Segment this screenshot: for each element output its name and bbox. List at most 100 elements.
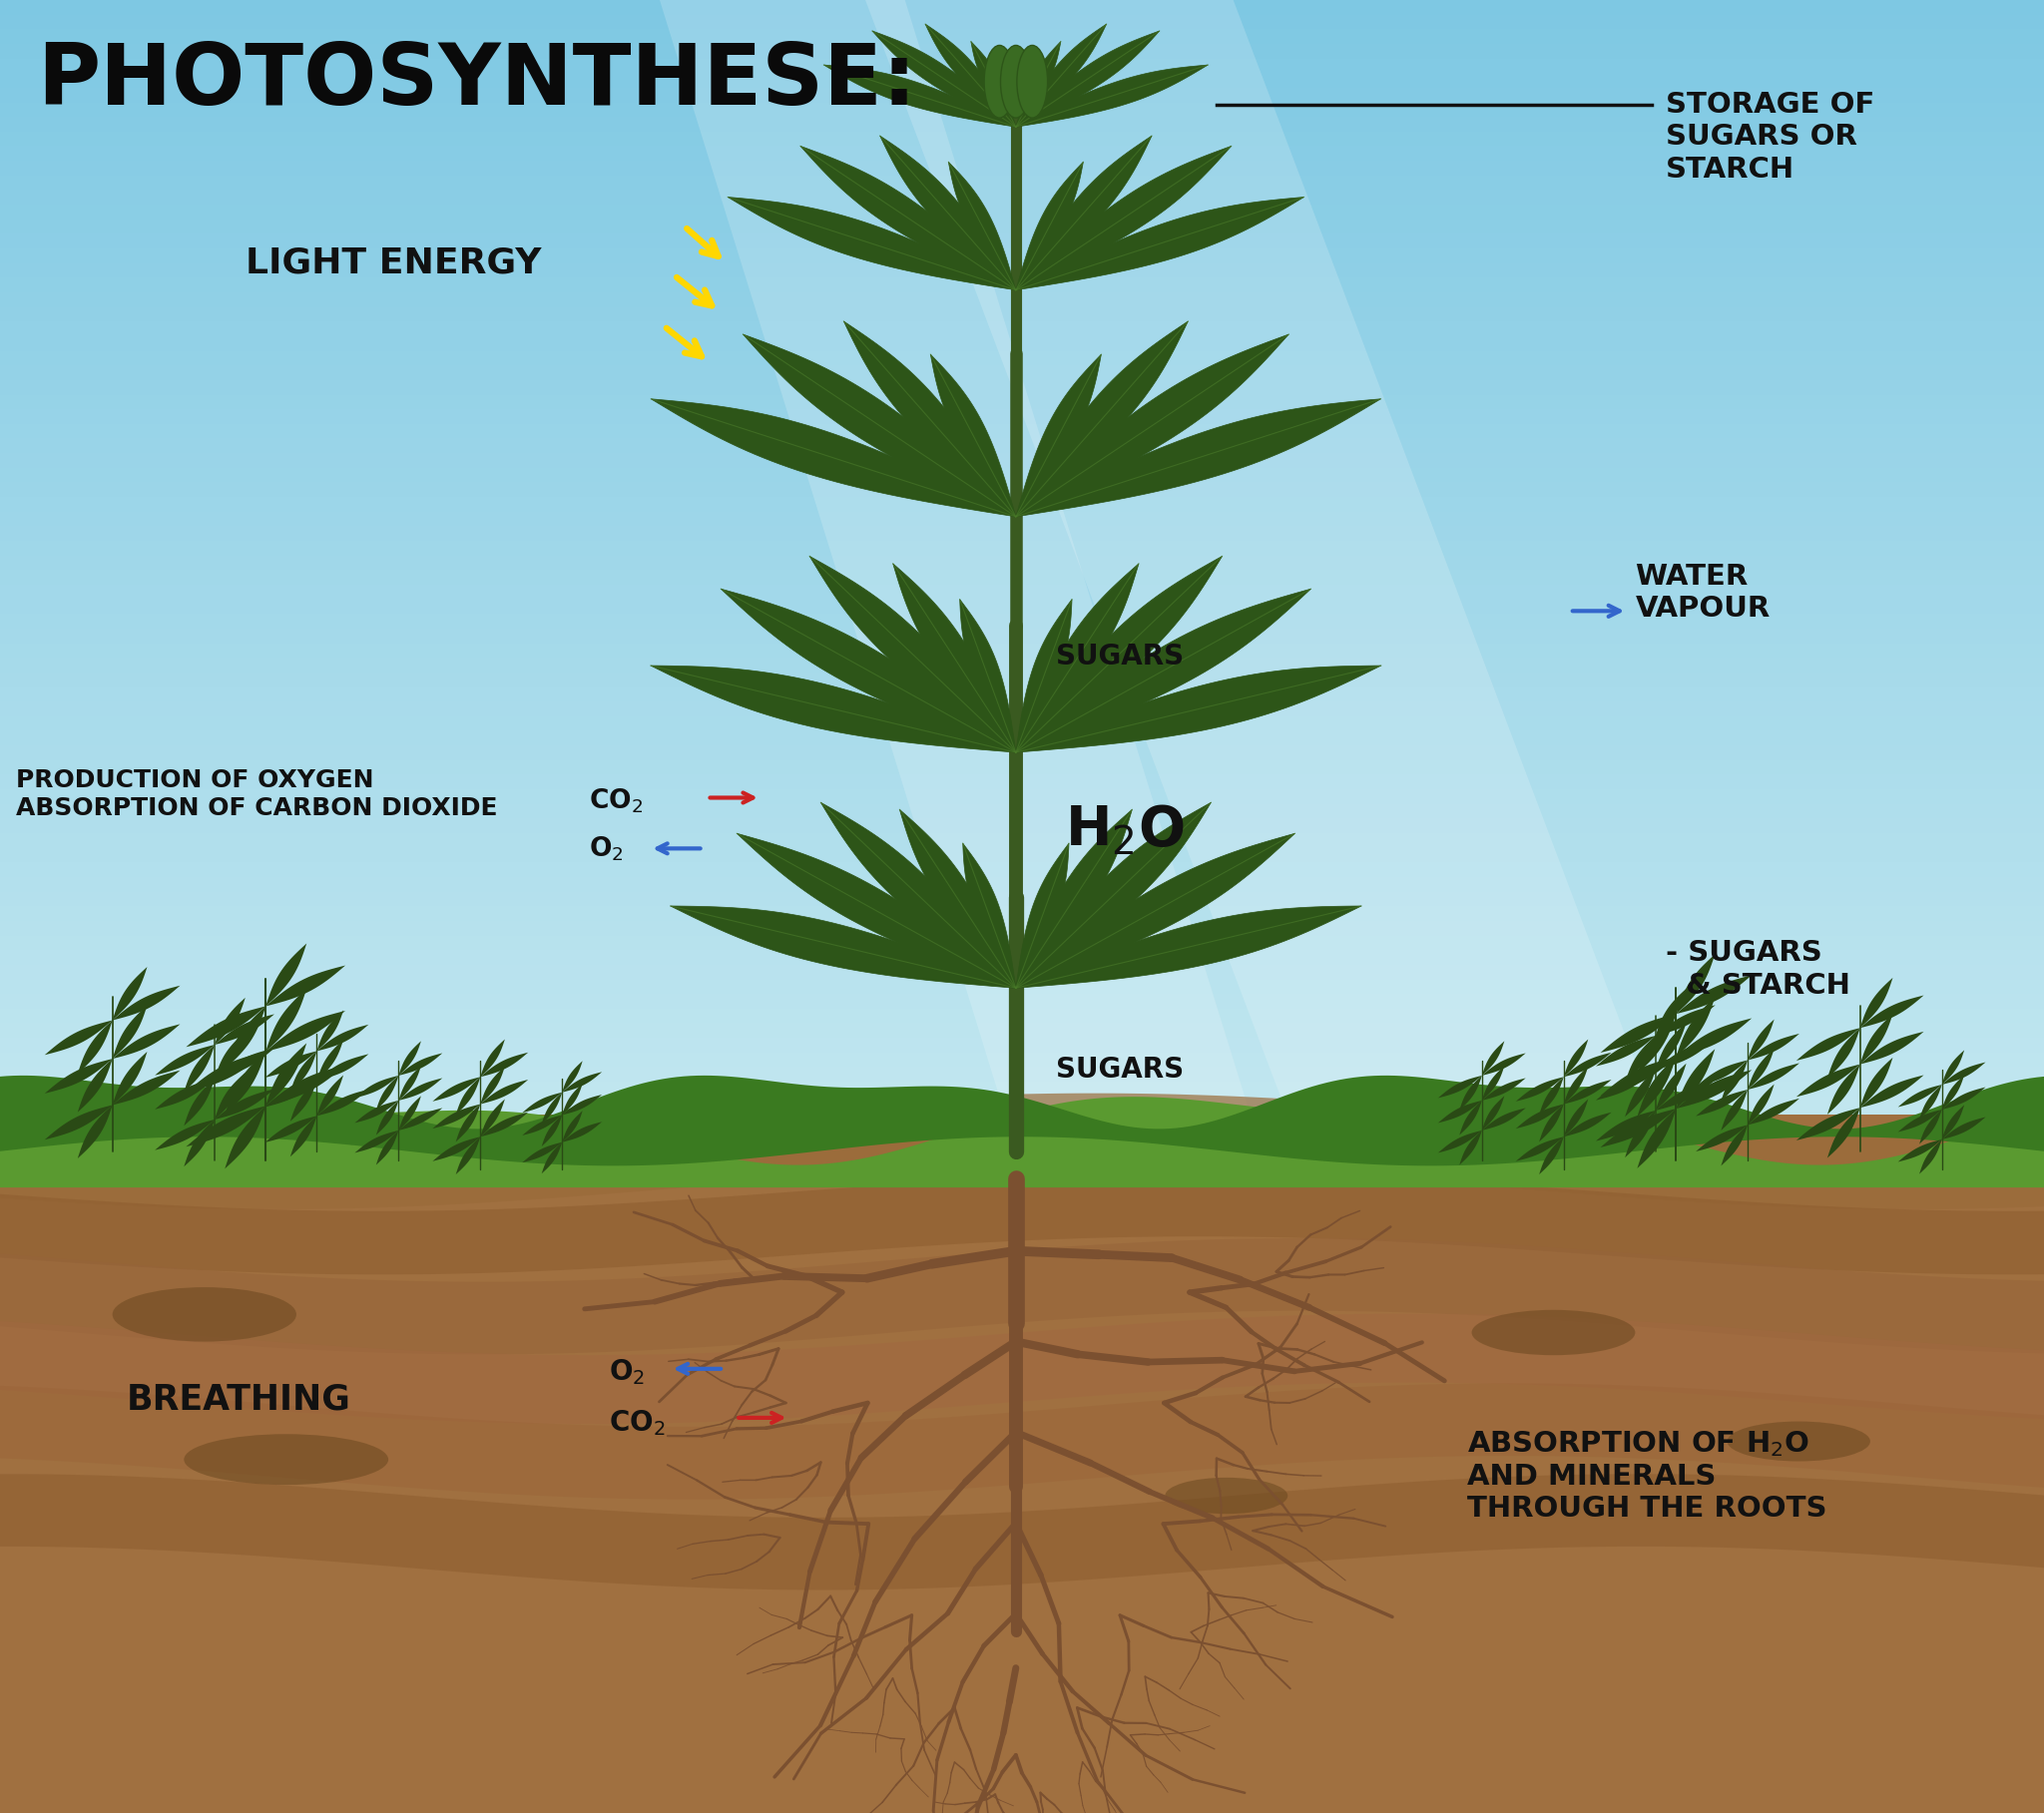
Polygon shape — [112, 986, 180, 1021]
Polygon shape — [1942, 1075, 1964, 1110]
Text: O$_2$: O$_2$ — [589, 834, 623, 863]
Polygon shape — [215, 1073, 245, 1119]
Polygon shape — [0, 1238, 2044, 1354]
Ellipse shape — [1165, 1478, 1288, 1514]
Polygon shape — [1016, 65, 1208, 127]
Polygon shape — [1596, 1035, 1656, 1066]
Polygon shape — [0, 1383, 2044, 1499]
Polygon shape — [317, 1024, 368, 1052]
Text: O$_2$: O$_2$ — [609, 1358, 646, 1387]
Polygon shape — [650, 399, 1016, 517]
Polygon shape — [1564, 1039, 1588, 1077]
Polygon shape — [399, 1108, 442, 1131]
Polygon shape — [0, 1173, 2044, 1275]
Polygon shape — [654, 0, 1267, 1169]
Polygon shape — [0, 1474, 2044, 1590]
Polygon shape — [317, 1075, 343, 1115]
Polygon shape — [1748, 1062, 1799, 1090]
Polygon shape — [317, 1053, 368, 1081]
Polygon shape — [822, 803, 1016, 988]
Polygon shape — [809, 557, 1016, 752]
Polygon shape — [1016, 557, 1222, 752]
Text: PRODUCTION OF OXYGEN
ABSORPTION OF CARBON DIOXIDE: PRODUCTION OF OXYGEN ABSORPTION OF CARBO… — [16, 769, 499, 819]
Polygon shape — [1539, 1077, 1564, 1115]
Polygon shape — [1899, 1084, 1942, 1108]
Text: BREATHING: BREATHING — [127, 1383, 352, 1416]
Polygon shape — [456, 1077, 480, 1115]
Polygon shape — [225, 1106, 266, 1169]
Text: SUGARS: SUGARS — [1057, 1055, 1183, 1084]
Polygon shape — [1600, 1057, 1676, 1095]
Polygon shape — [1637, 1057, 1676, 1117]
Polygon shape — [155, 1119, 215, 1149]
Polygon shape — [0, 1314, 2044, 1423]
Polygon shape — [1016, 665, 1382, 752]
Polygon shape — [290, 1081, 317, 1122]
Polygon shape — [1748, 1033, 1799, 1061]
Polygon shape — [480, 1081, 527, 1104]
Polygon shape — [356, 1075, 399, 1099]
Polygon shape — [356, 1100, 399, 1122]
Polygon shape — [1596, 1110, 1656, 1140]
Polygon shape — [215, 997, 245, 1044]
Polygon shape — [562, 1084, 583, 1115]
Text: SUGARS: SUGARS — [1057, 642, 1183, 671]
Polygon shape — [433, 1077, 480, 1102]
Polygon shape — [1942, 1088, 1985, 1110]
Polygon shape — [1827, 1064, 1860, 1115]
Polygon shape — [186, 1052, 266, 1091]
Polygon shape — [78, 1021, 112, 1073]
Polygon shape — [899, 809, 1016, 988]
Polygon shape — [542, 1115, 562, 1146]
Polygon shape — [376, 1075, 399, 1110]
Polygon shape — [1697, 1090, 1748, 1117]
Polygon shape — [1827, 1028, 1860, 1079]
Polygon shape — [1797, 1064, 1860, 1097]
Polygon shape — [1656, 1081, 1715, 1110]
Polygon shape — [1564, 1099, 1588, 1137]
Polygon shape — [399, 1041, 421, 1075]
Polygon shape — [1016, 147, 1230, 290]
Polygon shape — [1942, 1062, 1985, 1084]
Polygon shape — [1721, 1061, 1748, 1100]
Text: - SUGARS
  & STARCH: - SUGARS & STARCH — [1666, 939, 1850, 999]
Polygon shape — [961, 600, 1016, 752]
Polygon shape — [1600, 1013, 1676, 1053]
Polygon shape — [1016, 321, 1188, 517]
Polygon shape — [1656, 1004, 1715, 1035]
Polygon shape — [266, 1081, 317, 1108]
Polygon shape — [1016, 161, 1083, 290]
Polygon shape — [290, 1115, 317, 1157]
Polygon shape — [1016, 24, 1106, 127]
Polygon shape — [1517, 1137, 1564, 1162]
Polygon shape — [1697, 1061, 1748, 1086]
Polygon shape — [317, 1039, 343, 1081]
Polygon shape — [78, 1104, 112, 1159]
Polygon shape — [376, 1100, 399, 1135]
Polygon shape — [1517, 1077, 1564, 1102]
Polygon shape — [562, 1111, 583, 1142]
Polygon shape — [1942, 1050, 1964, 1084]
Polygon shape — [215, 1013, 274, 1044]
Polygon shape — [1439, 1075, 1482, 1099]
Polygon shape — [1860, 977, 1893, 1028]
Polygon shape — [456, 1104, 480, 1142]
Text: PHOTOSYNTHESE:: PHOTOSYNTHESE: — [37, 40, 916, 123]
Polygon shape — [1637, 1110, 1676, 1168]
Polygon shape — [1656, 1039, 1715, 1070]
Text: ABSORPTION OF H$_2$O
AND MINERALS
THROUGH THE ROOTS: ABSORPTION OF H$_2$O AND MINERALS THROUG… — [1468, 1429, 1827, 1523]
Polygon shape — [893, 564, 1016, 752]
Polygon shape — [881, 136, 1016, 290]
Polygon shape — [480, 1099, 505, 1137]
Polygon shape — [1482, 1095, 1504, 1131]
Polygon shape — [1016, 906, 1361, 988]
Polygon shape — [1016, 31, 1159, 127]
Polygon shape — [1016, 136, 1151, 290]
Polygon shape — [1459, 1075, 1482, 1110]
Polygon shape — [290, 1052, 317, 1091]
Polygon shape — [1439, 1100, 1482, 1122]
Ellipse shape — [985, 45, 1014, 118]
Polygon shape — [1625, 1070, 1656, 1117]
Polygon shape — [1860, 1057, 1893, 1108]
Polygon shape — [542, 1142, 562, 1173]
